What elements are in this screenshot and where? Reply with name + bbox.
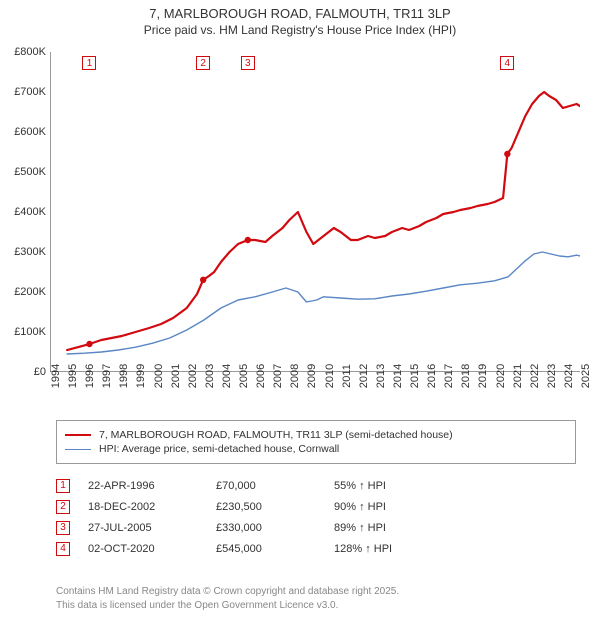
x-axis-tick-label: 2006 [255,364,267,388]
sale-price: £70,000 [216,480,316,492]
sale-price: £545,000 [216,543,316,555]
sale-marker-box: 4 [56,542,70,556]
sale-marker-box: 2 [196,56,210,70]
sale-date: 02-OCT-2020 [88,543,198,555]
x-axis-tick-label: 2012 [358,364,370,388]
x-axis-tick-label: 2023 [546,364,558,388]
x-axis-tick-label: 1999 [135,364,147,388]
sale-point-dot [504,151,510,157]
sale-vs-hpi: 128% ↑ HPI [334,543,576,555]
x-axis-tick-label: 2015 [409,364,421,388]
series-price-paid-line [67,92,580,350]
sale-price: £330,000 [216,522,316,534]
chart-plot-area: £0£100K£200K£300K£400K£500K£600K£700K£80… [50,52,580,372]
x-axis-tick-label: 2021 [512,364,524,388]
sale-marker-box: 1 [82,56,96,70]
x-axis-tick-label: 2013 [375,364,387,388]
legend-swatch [65,434,91,436]
x-axis-tick-label: 2019 [477,364,489,388]
title-line-1: 7, MARLBOROUGH ROAD, FALMOUTH, TR11 3LP [10,6,590,21]
x-axis-tick-label: 2022 [529,364,541,388]
sale-price: £230,500 [216,501,316,513]
footer-line-1: Contains HM Land Registry data © Crown c… [56,585,576,599]
x-axis-tick-label: 2008 [289,364,301,388]
x-axis-tick-label: 2020 [495,364,507,388]
y-axis-tick-label: £100K [14,326,46,338]
y-axis-tick-label: £800K [14,46,46,58]
legend-row: HPI: Average price, semi-detached house,… [65,443,567,455]
x-axis-tick-label: 2010 [324,364,336,388]
sale-vs-hpi: 55% ↑ HPI [334,480,576,492]
x-axis-tick-label: 2000 [153,364,165,388]
x-axis-tick-label: 2014 [392,364,404,388]
x-axis-tick-label: 2003 [204,364,216,388]
sale-marker-box: 2 [56,500,70,514]
x-axis-tick-label: 2002 [187,364,199,388]
x-axis-tick-label: 2004 [221,364,233,388]
sales-table: 1 22-APR-1996 £70,000 55% ↑ HPI 2 18-DEC-2002… [56,472,576,563]
chart-svg [50,52,580,372]
y-axis-tick-label: £300K [14,246,46,258]
x-axis-tick-label: 2018 [460,364,472,388]
x-axis-tick-label: 1996 [84,364,96,388]
y-axis-tick-label: £200K [14,286,46,298]
x-axis-tick-label: 2009 [306,364,318,388]
title-line-2: Price paid vs. HM Land Registry's House … [10,23,590,37]
title-block: 7, MARLBOROUGH ROAD, FALMOUTH, TR11 3LP … [0,0,600,39]
x-axis-tick-label: 2024 [563,364,575,388]
sales-table-row: 1 22-APR-1996 £70,000 55% ↑ HPI [56,479,576,493]
legend-label: 7, MARLBOROUGH ROAD, FALMOUTH, TR11 3LP … [99,429,453,441]
series-hpi-line [67,252,580,354]
sale-point-dot [86,341,92,347]
legend-swatch [65,449,91,450]
attribution-footer: Contains HM Land Registry data © Crown c… [56,585,576,612]
sale-date: 18-DEC-2002 [88,501,198,513]
legend-label: HPI: Average price, semi-detached house,… [99,443,339,455]
sale-marker-box: 3 [241,56,255,70]
footer-line-2: This data is licensed under the Open Gov… [56,599,576,613]
x-axis-tick-label: 1997 [101,364,113,388]
legend-box: 7, MARLBOROUGH ROAD, FALMOUTH, TR11 3LP … [56,420,576,464]
y-axis-tick-label: £500K [14,166,46,178]
sale-marker-box: 3 [56,521,70,535]
sale-vs-hpi: 89% ↑ HPI [334,522,576,534]
sale-vs-hpi: 90% ↑ HPI [334,501,576,513]
x-axis-tick-label: 2007 [272,364,284,388]
x-axis-tick-label: 2025 [580,364,592,388]
y-axis-tick-label: £700K [14,86,46,98]
x-axis-tick-label: 2005 [238,364,250,388]
x-axis-tick-label: 2011 [341,364,353,388]
x-axis-tick-label: 2001 [170,364,182,388]
x-axis-tick-label: 1995 [67,364,79,388]
sale-point-dot [245,237,251,243]
sales-table-row: 4 02-OCT-2020 £545,000 128% ↑ HPI [56,542,576,556]
y-axis-tick-label: £400K [14,206,46,218]
y-axis-tick-label: £600K [14,126,46,138]
legend-row: 7, MARLBOROUGH ROAD, FALMOUTH, TR11 3LP … [65,429,567,441]
x-axis-tick-label: 1994 [50,364,62,388]
x-axis-tick-label: 2017 [443,364,455,388]
sale-marker-box: 1 [56,479,70,493]
y-axis-tick-label: £0 [34,366,46,378]
x-axis-tick-label: 2016 [426,364,438,388]
sale-date: 27-JUL-2005 [88,522,198,534]
sale-date: 22-APR-1996 [88,480,198,492]
sales-table-row: 2 18-DEC-2002 £230,500 90% ↑ HPI [56,500,576,514]
chart-container: 7, MARLBOROUGH ROAD, FALMOUTH, TR11 3LP … [0,0,600,620]
sale-point-dot [200,277,206,283]
sale-marker-box: 4 [500,56,514,70]
sales-table-row: 3 27-JUL-2005 £330,000 89% ↑ HPI [56,521,576,535]
x-axis-tick-label: 1998 [118,364,130,388]
